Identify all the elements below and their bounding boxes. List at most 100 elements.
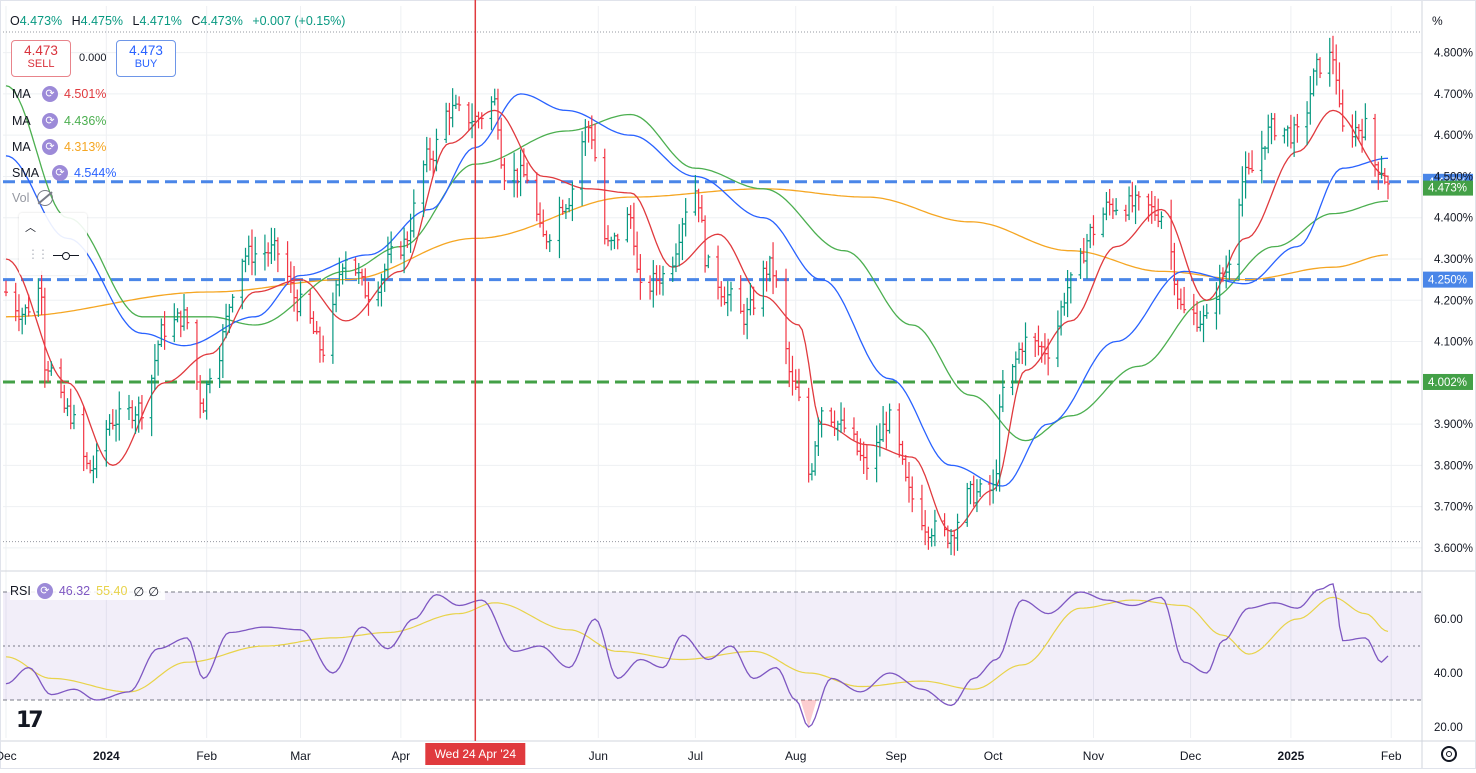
x-tick-label: Aug [785,749,806,763]
buy-button[interactable]: 4.473 BUY [116,40,176,77]
ohlc-bar [356,262,361,284]
legend-name: MA [12,87,31,101]
ohlc-bar [851,417,856,441]
ohlc-bar [1023,322,1028,366]
ohlc-bar [492,88,497,106]
rsi-name: RSI [10,584,31,598]
rsi-value: 46.32 [58,584,91,598]
ohlc-bar [1334,44,1339,95]
moving-averages [5,85,1389,533]
y-tick-label: 4.800% [1434,48,1473,60]
ohlc-bar [547,234,552,253]
ohlc-readout: O4.473% H4.475% L4.471% C4.473% +0.007 (… [10,14,351,28]
ma-slow-line [5,85,1389,442]
legend-toolbox[interactable]: ︿ ⋮⋮ [19,213,87,275]
ohlc-bar [764,261,769,292]
ohlc-bar [178,310,183,338]
ohlc-bar [408,213,413,253]
ohlc-bar [897,403,902,458]
ohlc-bar [36,278,41,317]
x-tick-label: Feb [1381,749,1402,763]
ohlc-bar [275,237,280,273]
legend-name: MA [12,114,31,128]
settings-icon[interactable]: ⟳ [36,583,53,599]
ohlc-bar [1198,310,1203,332]
legend-volume[interactable]: Vol [12,190,54,206]
hidden-eye-icon[interactable] [37,190,54,206]
ohlc-bar [1020,342,1025,365]
y-tick-label: 4.200% [1434,295,1473,307]
ohlc-bar [1318,57,1323,79]
ohlc-bar [321,335,326,363]
legend-ma-long[interactable]: MA ⟳ 4.313% [12,137,106,157]
ohlc-bar [1130,181,1135,213]
ohlc-bar [207,368,212,394]
ohlc-bar [246,235,251,266]
ohlc-bar [583,119,588,157]
ohlc-bar [1104,191,1109,221]
legend-name: MA [12,140,31,154]
tradingview-logo-icon: 17 [16,708,44,733]
ohlc-bar [194,319,199,390]
ohlc-bar [424,136,429,173]
drag-grip-icon[interactable]: ⋮⋮ [27,247,49,261]
ohlc-bar [71,404,76,430]
ohlc-bar [1127,186,1132,221]
ohlc-bar [605,225,610,247]
legend-ma-slow[interactable]: MA ⟳ 4.436% [12,111,106,131]
ohlc-bar [288,261,293,294]
settings-icon[interactable]: ⟳ [52,165,68,181]
ohlc-bar [1363,103,1368,141]
ohlc-bar [1101,207,1106,238]
ohlc-bar [453,94,458,109]
sell-button[interactable]: 4.473 SELL [11,40,71,77]
gear-icon[interactable] [1441,746,1457,762]
settings-icon[interactable]: ⟳ [42,86,58,102]
settings-icon[interactable]: ⟳ [42,139,58,155]
ohlc-bar [1152,195,1157,221]
ohlc-bar [249,229,254,276]
legend-sma[interactable]: SMA ⟳ 4.544% [12,163,116,183]
ohlc-bar [991,469,996,504]
ohlc-bar [842,407,847,433]
ohlc-bar [673,243,678,273]
ohlc-bar [625,207,630,243]
ohlc-bar [1250,150,1255,173]
buy-price: 4.473 [129,43,163,58]
ohlc-bar [1068,272,1073,304]
ohlc-bar [1010,364,1015,396]
ohlc-bar [926,526,931,550]
legend-value: 4.436% [64,114,107,128]
ohlc-bar [955,513,960,551]
ohlc-bar [1201,305,1206,343]
ohlc-bar [628,205,633,229]
ohlc-bar [26,294,31,317]
ohlc-bar [1269,112,1274,145]
ohlc-bar [139,395,144,430]
level-label: 4.002% [1428,377,1467,389]
ohlc-bar [1376,161,1381,190]
settings-icon[interactable]: ⟳ [42,113,58,129]
sell-label: SELL [27,58,55,70]
ohlc-bar [525,162,530,184]
close-value: 4.473% [200,14,243,28]
horizontal-levels[interactable]: 4.487%4.250%4.002%4.473% [3,173,1473,390]
ohlc-bar [1308,76,1313,125]
ohlc-bar [159,318,164,348]
ohlc-bar [544,230,549,250]
legend-ma-fast[interactable]: MA ⟳ 4.501% [12,84,106,104]
legend-rsi[interactable]: RSI ⟳ 46.32 55.40 ∅ ∅ [10,582,166,600]
rsi-ma-line [5,596,1389,693]
ohlc-bar [1059,300,1064,336]
spread-value: 0.000 [79,52,107,64]
ohlc-bar [411,189,416,238]
ohlc-bar [495,88,500,140]
ohlc-bar [363,268,368,299]
ohlc-bar [816,417,821,457]
ohlc-bar [185,307,190,330]
collapse-chevron-icon[interactable]: ︿ [25,222,36,234]
ohlc-bar [728,281,733,312]
high-value: 4.475% [80,14,124,28]
axes: Dec 2024 Feb Mar Apr Jun Jul Aug Sep Oct Nov Dec 202… [0,48,1473,763]
